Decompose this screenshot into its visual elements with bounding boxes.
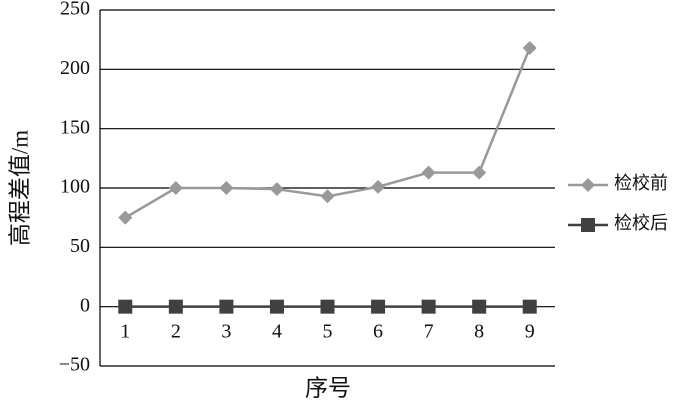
data-point xyxy=(320,299,335,314)
data-point xyxy=(219,181,234,195)
x-axis-title: 序号 xyxy=(305,375,351,400)
data-point xyxy=(219,299,234,314)
x-tick-label: 4 xyxy=(272,321,282,343)
x-tick-label: 2 xyxy=(171,321,181,343)
x-tick-label: 5 xyxy=(323,321,333,343)
x-tick-label: 8 xyxy=(474,321,484,343)
data-point xyxy=(320,189,335,204)
x-tick-label: 1 xyxy=(120,321,130,343)
data-point xyxy=(472,299,487,314)
data-point xyxy=(269,182,284,197)
data-point xyxy=(522,299,537,314)
data-point xyxy=(472,165,487,180)
x-tick-label: 9 xyxy=(525,321,535,343)
y-tick-label: 0 xyxy=(80,294,90,316)
x-tick-label: 7 xyxy=(424,321,434,343)
legend-marker xyxy=(581,218,595,232)
legend-label: 检校后 xyxy=(614,213,668,233)
data-point xyxy=(168,181,183,195)
data-point xyxy=(421,165,436,180)
y-tick-label: −50 xyxy=(59,354,90,376)
y-tick-label: 100 xyxy=(60,176,90,198)
y-tick-label: 150 xyxy=(60,116,90,138)
data-point xyxy=(269,299,284,314)
y-tick-label: 200 xyxy=(60,57,90,79)
data-point xyxy=(522,40,537,55)
x-tick-label: 3 xyxy=(221,321,231,343)
legend-marker xyxy=(581,178,595,192)
data-point xyxy=(371,179,386,194)
data-point xyxy=(168,299,183,314)
x-tick-label: 6 xyxy=(373,321,383,343)
data-point xyxy=(371,299,386,314)
y-tick-label: 50 xyxy=(70,235,90,257)
y-tick-label: 250 xyxy=(60,0,90,20)
data-point xyxy=(421,299,436,314)
y-axis-title: 高程差值/m xyxy=(7,130,32,246)
legend-label: 检校前 xyxy=(614,173,668,193)
data-point xyxy=(118,210,133,225)
data-point xyxy=(118,299,133,314)
